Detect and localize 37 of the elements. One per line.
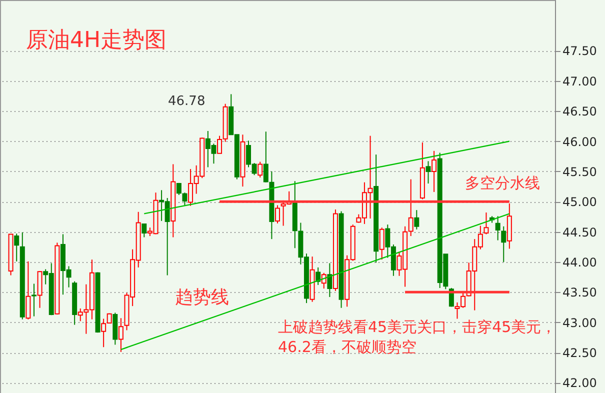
candlestick: [31, 283, 36, 317]
annotation: 多空分水线: [465, 174, 540, 192]
candlestick: [37, 270, 42, 308]
candlestick: [414, 210, 420, 230]
text: 原油4H走势图: [26, 28, 167, 53]
candlestick: [26, 260, 31, 320]
annotation: 46.78: [168, 94, 206, 109]
y-tick-label: 45.50: [562, 164, 597, 179]
candlestick: [142, 223, 147, 238]
candlestick: [501, 226, 506, 262]
candlestick: [182, 192, 188, 206]
candlestick: [432, 150, 437, 192]
candlestick: [379, 227, 384, 260]
annotation: 上破趋势线看45美元关口，击穿45美元， 46.2看，不破顺势空: [278, 318, 556, 356]
candlestick: [258, 161, 263, 178]
candlestick: [327, 262, 332, 298]
y-tick-label: 44.00: [562, 256, 597, 270]
y-tick-label: 44.50: [562, 225, 597, 240]
candlestick: [263, 131, 268, 183]
y-tick-label: 46.50: [562, 104, 597, 119]
y-tick-label: 47.50: [562, 44, 597, 58]
candlestick: [176, 182, 182, 196]
candlestick: [275, 204, 280, 224]
y-tick-label: 42.00: [562, 376, 597, 390]
y-tick-label: 47.00: [562, 74, 597, 88]
candlestick: [14, 233, 20, 262]
candlestick: [495, 216, 500, 241]
candlestick: [426, 160, 431, 184]
candlestick: [484, 212, 489, 235]
y-tick-label: 42.50: [562, 346, 597, 360]
y-tick-label: 43.00: [562, 316, 597, 330]
y-tick-label: 45.00: [562, 195, 597, 210]
candlestick: [118, 318, 124, 352]
y-tick-label: 43.50: [562, 286, 597, 300]
annotation: 趋势线: [175, 287, 229, 308]
y-tick-label: 46.00: [562, 134, 597, 149]
candlestick: [408, 178, 414, 237]
